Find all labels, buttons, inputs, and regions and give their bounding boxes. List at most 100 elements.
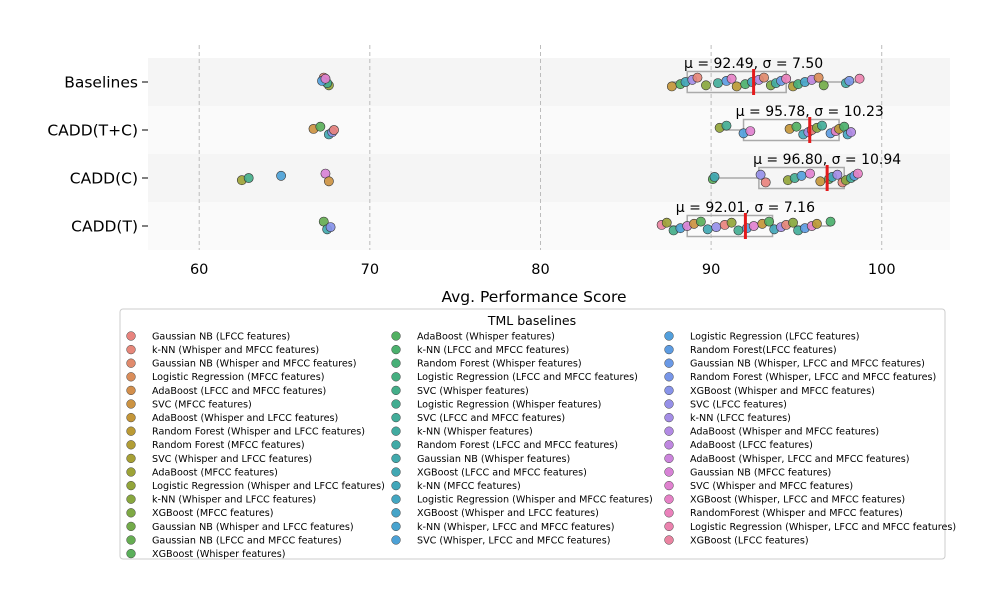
y-tick-label: CADD(C) — [70, 170, 138, 188]
legend-label: RandomForest (Whisper and MFCC features) — [690, 508, 903, 519]
legend-label: Logistic Regression (MFCC features) — [152, 372, 324, 383]
legend-label: AdaBoost (Whisper, LFCC and MFCC feature… — [690, 454, 910, 465]
legend-label: Logistic Regression (Whisper and LFCC fe… — [152, 481, 385, 492]
data-point — [805, 168, 815, 179]
legend-marker — [664, 344, 674, 355]
legend-marker — [126, 467, 136, 477]
legend-marker — [126, 494, 136, 504]
legend-marker — [391, 331, 401, 341]
data-point — [812, 218, 822, 229]
data-point — [692, 72, 703, 83]
legend-label: SVC (LFCC and MFCC features) — [417, 413, 565, 424]
legend-marker — [391, 508, 401, 518]
data-point — [320, 73, 331, 84]
data-point — [852, 168, 863, 179]
legend-label: SVC (Whisper and MFCC features) — [690, 481, 853, 492]
legend-label: AdaBoost (MFCC features) — [152, 467, 278, 478]
data-point — [695, 216, 706, 227]
legend-marker — [126, 508, 136, 518]
data-point — [791, 121, 802, 132]
data-point — [788, 217, 798, 228]
stat-label: μ = 96.80, σ = 10.94 — [753, 152, 901, 168]
legend-label: k-NN (LFCC features) — [690, 413, 791, 424]
x-axis-ticks: 60 70 80 90 100 — [190, 262, 896, 278]
legend-marker — [391, 412, 401, 423]
legend-title: TML baselines — [487, 313, 576, 328]
data-point — [329, 125, 339, 135]
legend-label: XGBoost (Whisper, LFCC and MFCC features… — [690, 495, 905, 506]
legend-marker — [126, 344, 136, 355]
data-point — [726, 73, 737, 84]
legend-label: Gaussian NB (Whisper, LFCC and MFCC feat… — [690, 359, 925, 370]
legend-label: AdaBoost (Whisper and LFCC features) — [152, 413, 338, 424]
legend-label: Gaussian NB (LFCC features) — [152, 331, 290, 342]
legend-marker — [391, 399, 401, 409]
mean-markers — [743, 69, 829, 239]
data-point — [701, 80, 711, 91]
legend-label: Random Forest(LFCC features) — [690, 345, 837, 356]
stat-label: μ = 95.78, σ = 10.23 — [736, 104, 884, 120]
legend-label: SVC (MFCC features) — [152, 399, 252, 410]
data-point — [325, 222, 336, 232]
legend-marker — [126, 426, 136, 436]
stat-annotations: μ = 92.49, σ = 7.50 μ = 95.78, σ = 10.23 μ… — [676, 56, 901, 216]
data-point — [817, 120, 827, 131]
legend-marker — [664, 467, 674, 477]
stat-label: μ = 92.01, σ = 7.16 — [676, 200, 815, 216]
legend-label: Logistic Regression (Whisper, LFCC and M… — [690, 522, 956, 533]
legend-marker — [391, 521, 401, 532]
legend-label: AdaBoost (LFCC features) — [690, 440, 813, 451]
data-point — [733, 225, 744, 236]
legend-label: Logistic Regression (Whisper and MFCC fe… — [417, 495, 653, 506]
legend-marker — [664, 494, 674, 504]
y-axis-labels: Baselines CADD(T+C) CADD(C) CADD(T) — [47, 74, 148, 236]
y-tick-label: CADD(T+C) — [47, 122, 138, 140]
legend-label: Logistic Regression (LFCC features) — [690, 331, 860, 342]
legend-label: k-NN (LFCC and MFCC features) — [417, 345, 569, 356]
legend-frame — [119, 308, 946, 560]
legend-marker — [126, 521, 136, 532]
data-point — [276, 170, 286, 181]
legend-label: AdaBoost (Whisper features) — [417, 331, 555, 342]
legend-label: XGBoost (LFCC features) — [690, 535, 809, 546]
data-point — [825, 216, 836, 227]
legend-label: k-NN (Whisper and MFCC features) — [152, 345, 319, 356]
legend-label: Gaussian NB (LFCC and MFCC features) — [152, 535, 342, 546]
legend-marker — [391, 480, 401, 491]
legend-marker — [126, 412, 136, 423]
legend-marker — [664, 385, 674, 396]
legend-marker — [126, 385, 136, 396]
legend-items: Gaussian NB (LFCC features) k-NN (Whisper… — [126, 331, 956, 560]
legend-marker — [664, 453, 674, 464]
legend-marker — [391, 494, 401, 504]
legend-marker — [664, 535, 674, 545]
legend-marker — [664, 399, 674, 409]
data-point — [748, 221, 759, 231]
data-point — [813, 72, 824, 83]
data-point — [745, 126, 756, 137]
data-point — [759, 72, 769, 83]
data-point — [702, 224, 713, 235]
data-point — [755, 169, 766, 180]
data-point — [731, 81, 742, 92]
data-point — [846, 127, 856, 138]
legend-label: Gaussian NB (Whisper and LFCC features) — [152, 522, 354, 533]
data-point — [713, 78, 723, 88]
legend-marker — [391, 440, 401, 450]
legend-label: SVC (LFCC features) — [690, 399, 787, 410]
legend-marker — [664, 358, 674, 368]
data-point — [818, 80, 829, 91]
legend-marker — [126, 480, 136, 491]
legend-marker — [664, 412, 674, 423]
legend-label: XGBoost (Whisper and MFCC features) — [690, 386, 875, 397]
legend-label: k-NN (MFCC features) — [417, 481, 521, 492]
legend-marker — [391, 385, 401, 396]
legend-label: SVC (Whisper and LFCC features) — [152, 454, 312, 465]
data-point — [854, 73, 865, 84]
legend-marker — [664, 480, 674, 491]
stat-label: μ = 92.49, σ = 7.50 — [684, 56, 823, 72]
legend-label: k-NN (Whisper, LFCC and MFCC features) — [417, 522, 614, 533]
data-point — [760, 177, 771, 188]
legend-label: k-NN (Whisper and LFCC features) — [152, 495, 316, 506]
